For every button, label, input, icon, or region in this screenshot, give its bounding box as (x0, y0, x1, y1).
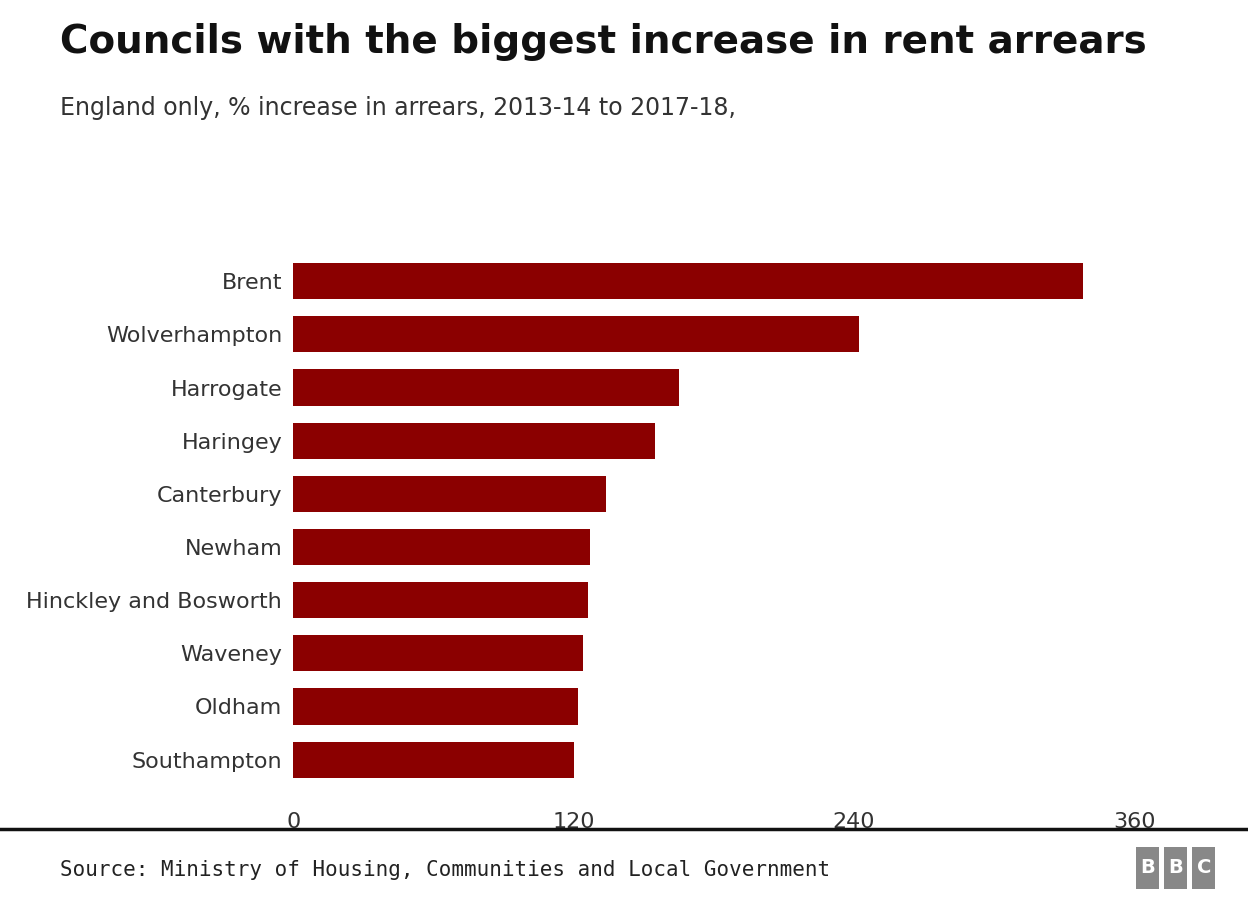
Bar (293, 688, 578, 725)
Bar (293, 635, 583, 671)
Text: C: C (1197, 858, 1211, 877)
Bar (293, 316, 859, 352)
Text: England only, % increase in arrears, 2013-14 to 2017-18,: England only, % increase in arrears, 201… (60, 96, 736, 120)
Text: B: B (1141, 858, 1156, 877)
Text: Source: Ministry of Housing, Communities and Local Government: Source: Ministry of Housing, Communities… (60, 860, 830, 880)
FancyBboxPatch shape (1164, 846, 1187, 889)
Bar (293, 423, 655, 458)
FancyBboxPatch shape (1137, 846, 1159, 889)
FancyBboxPatch shape (1192, 846, 1216, 889)
Bar (293, 529, 590, 565)
Text: B: B (1168, 858, 1183, 877)
Bar (293, 741, 574, 778)
Text: Councils with the biggest increase in rent arrears: Councils with the biggest increase in re… (60, 23, 1147, 61)
Bar (293, 476, 607, 512)
Bar (293, 263, 1083, 299)
Bar (293, 370, 679, 405)
Bar (293, 582, 588, 618)
